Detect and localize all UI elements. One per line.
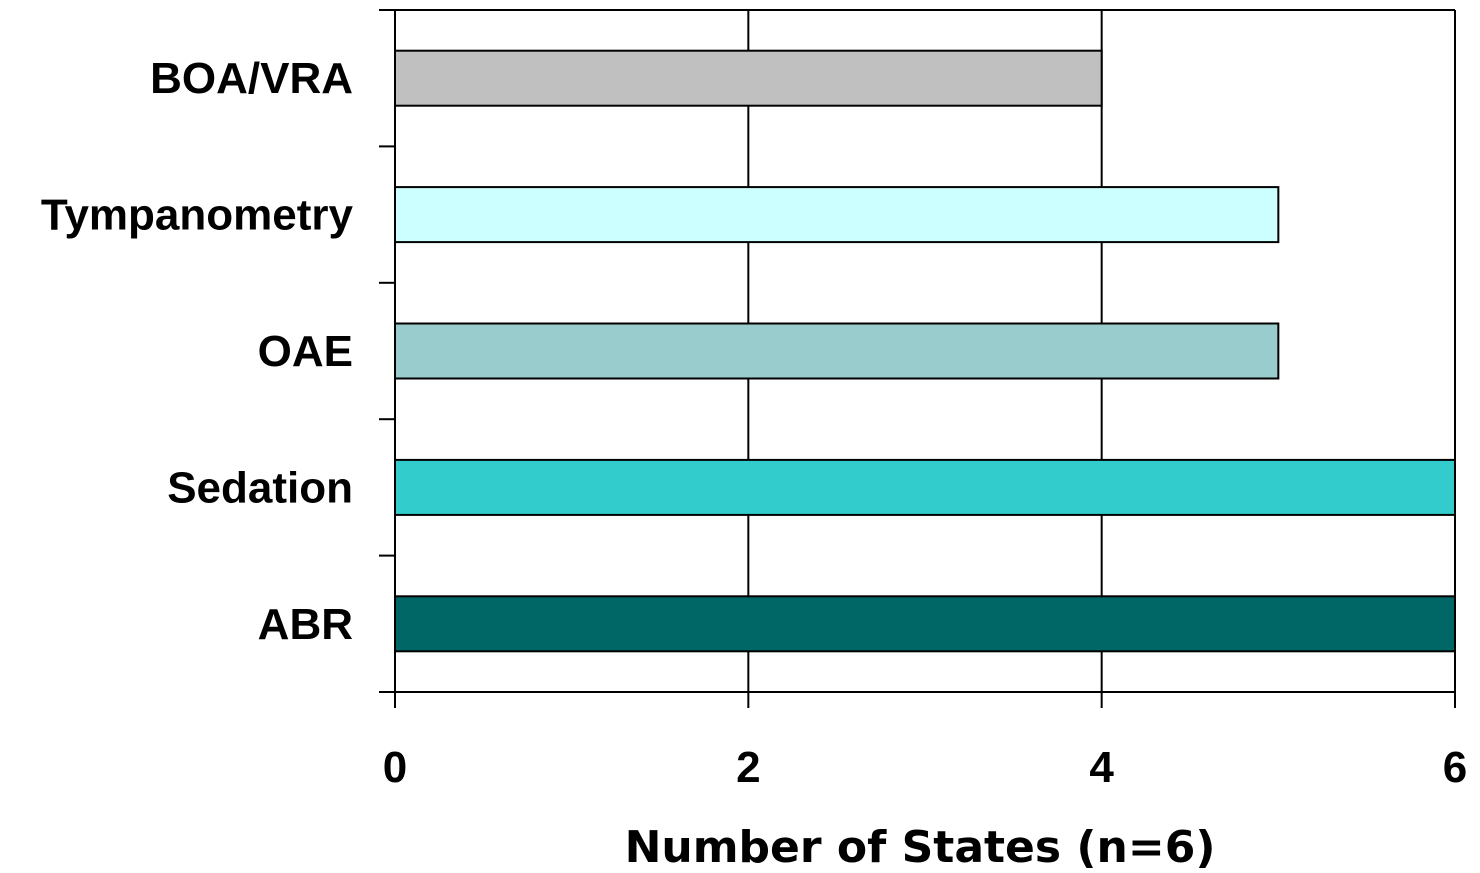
category-label: BOA/VRA bbox=[150, 54, 353, 103]
bar-boa-vra bbox=[394, 49, 1103, 107]
x-axis-title: Number of States (n=6) bbox=[625, 822, 1216, 873]
category-label: OAE bbox=[258, 327, 353, 376]
axes bbox=[379, 9, 1456, 708]
bar-sedation bbox=[394, 458, 1456, 516]
bar-tympanometry bbox=[394, 186, 1280, 244]
category-label: ABR bbox=[258, 600, 353, 649]
x-tick-label: 0 bbox=[383, 743, 407, 792]
bar-abr bbox=[394, 595, 1456, 653]
category-labels: ABR Sedation OAE Tympanometry BOA/VRA bbox=[41, 54, 354, 649]
category-label: Sedation bbox=[167, 463, 353, 512]
bar-oae bbox=[394, 322, 1280, 380]
x-tick-label: 2 bbox=[736, 743, 760, 792]
bars bbox=[394, 49, 1456, 653]
category-label: Tympanometry bbox=[41, 191, 354, 240]
x-tick-labels: 0 2 4 6 bbox=[383, 743, 1467, 792]
x-tick-label: 4 bbox=[1089, 743, 1114, 792]
x-tick-label: 6 bbox=[1443, 743, 1467, 792]
